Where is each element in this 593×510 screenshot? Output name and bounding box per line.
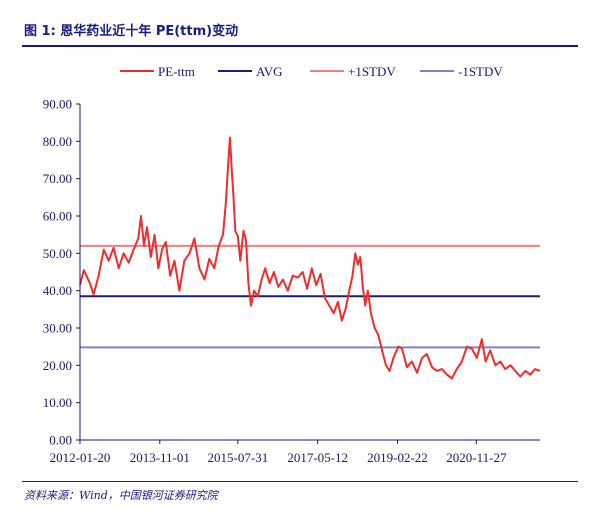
- y-tick-label: 70.00: [43, 171, 72, 186]
- source-rule: [22, 481, 578, 482]
- x-axis-ticks: 2012-01-20 2013-11-01 2015-07-31 2017-05-12…: [50, 440, 507, 465]
- y-tick-label: 80.00: [43, 134, 72, 149]
- y-tick-label: 40.00: [43, 283, 72, 298]
- y-tick-label: 0.00: [49, 433, 72, 448]
- legend-label: -1STDV: [458, 64, 503, 79]
- legend-label: +1STDV: [348, 64, 396, 79]
- y-tick-label: 50.00: [43, 246, 72, 261]
- figure-title: 图 1: 恩华药业近十年 PE(ttm)变动: [24, 24, 239, 39]
- x-tick-label: 2012-01-20: [50, 450, 111, 465]
- legend-label: AVG: [256, 64, 283, 79]
- x-tick-label: 2020-11-27: [446, 450, 507, 465]
- series-line-pe-ttm: [79, 136, 541, 380]
- y-tick-label: 20.00: [43, 358, 72, 373]
- x-tick-label: 2013-11-01: [130, 450, 190, 465]
- x-tick-label: 2017-05-12: [287, 450, 348, 465]
- y-tick-label: 30.00: [43, 321, 72, 336]
- legend: PE-ttm AVG +1STDV -1STDV: [120, 64, 503, 79]
- series-lines: [79, 136, 541, 380]
- x-tick-label: 2019-02-22: [367, 450, 428, 465]
- pe-chart: PE-ttm AVG +1STDV -1STDV 0.00 10.00 20.00 30.0…: [43, 64, 541, 465]
- y-tick-label: 90.00: [43, 97, 72, 112]
- y-axis-ticks: 0.00 10.00 20.00 30.00 40.00 50.00 60.00 70.00 8…: [43, 97, 80, 448]
- y-tick-label: 10.00: [43, 395, 72, 410]
- title-rule: [22, 45, 578, 47]
- y-tick-label: 60.00: [43, 209, 72, 224]
- legend-label: PE-ttm: [158, 64, 195, 79]
- source-note: 资料来源：Wind，中国银河证券研究院: [24, 489, 218, 502]
- x-tick-label: 2015-07-31: [208, 450, 269, 465]
